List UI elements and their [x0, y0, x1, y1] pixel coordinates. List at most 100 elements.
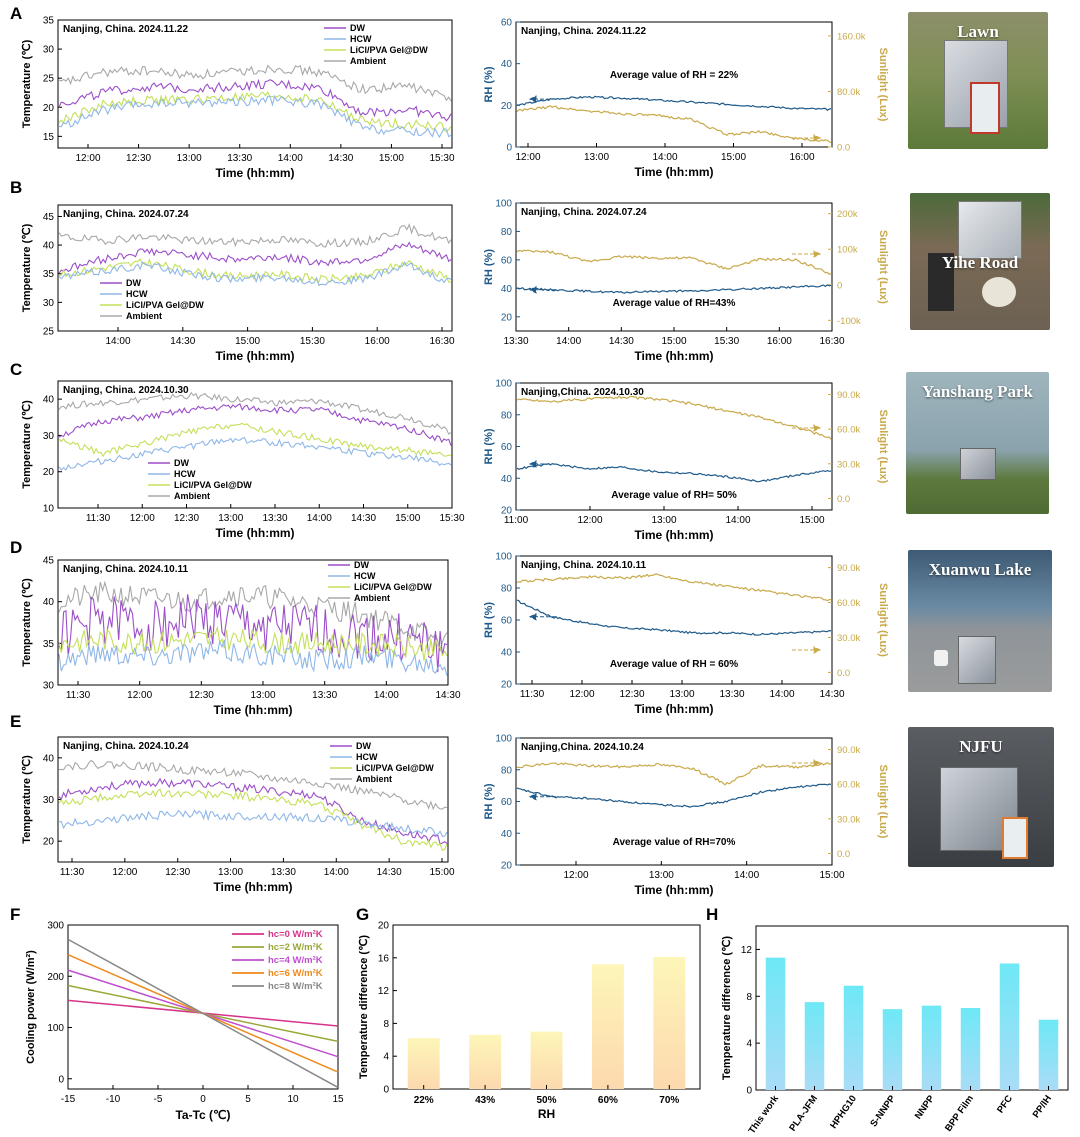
D-temp-line-ambient: [58, 580, 448, 651]
photo-label-yanshang-park: Yanshang Park: [921, 382, 1033, 401]
G-ytick-label: 0: [383, 1085, 389, 1096]
C-rh-ytick-label: 20: [501, 506, 513, 517]
F-xtick-label: 10: [287, 1094, 299, 1105]
C-rh-xtick-label: 12:00: [577, 515, 602, 526]
H-bar: [921, 1005, 942, 1090]
A-rh-y2tick-label: 80.0k: [837, 87, 860, 98]
C-rh-rh-arrow: [528, 460, 556, 468]
A-rh-y2label: Sunlight (Lux): [877, 48, 889, 122]
C-rh-ytick-label: 60: [501, 442, 513, 453]
B-rh-xtick-label: 16:00: [767, 336, 792, 347]
G-group: 0 4 8 12 16 20 22% 43% 50% 60% 70% RH Temperature di…: [358, 921, 701, 1121]
njfu-photo: NJFU: [908, 727, 1054, 867]
E-rh-xtick-label: 13:00: [649, 870, 674, 881]
C-temp-xtick-label: 15:30: [439, 513, 464, 524]
E-rh-y2tick-label: 90.0k: [837, 745, 860, 756]
photo-label-xuanwu-lake: Xuanwu Lake: [928, 560, 1032, 579]
B-temp-legend-entry: DW: [126, 278, 141, 288]
E-rh-ytick-label: 100: [495, 734, 512, 745]
H-xtick-label: BPP Film: [943, 1093, 976, 1133]
C-rh-ytick-label: 80: [501, 410, 513, 421]
A-temp-frame: [57, 19, 453, 149]
C-temp-title: Nanjing, China. 2024.10.30: [63, 385, 189, 396]
D-temp-ytick-label: 35: [43, 639, 55, 650]
G-ylabel: Temperature difference (℃): [358, 935, 370, 1080]
E-temp-ylabel: Temperature (℃): [21, 755, 33, 844]
G-bar: [591, 964, 624, 1089]
D-temp-ytick-label: 40: [43, 597, 55, 608]
F-legend-entry: hc=0 W/m²K: [268, 929, 323, 940]
C-temp-xtick-label: 11:30: [86, 513, 111, 524]
E-rh-xlabel: Time (hh:mm): [634, 883, 713, 897]
C-rh-ytick-label: 40: [501, 474, 513, 485]
G-ytick-label: 16: [378, 953, 390, 964]
A-temp-xtick-label: 15:30: [429, 153, 454, 164]
B-temp-ylabel: Temperature (℃): [21, 223, 33, 312]
B-rh-xtick-label: 14:00: [556, 336, 581, 347]
H-ytick-label: 12: [741, 945, 753, 956]
A-temp-line-ambient: [58, 64, 452, 102]
D-rh-xtick-label: 14:00: [769, 689, 794, 700]
D-rh-xtick-label: 12:30: [619, 689, 644, 700]
E-rh-y2tick-label: 30.0k: [837, 814, 860, 825]
A-temp-xtick-label: 14:30: [328, 153, 353, 164]
B-temp-ytick-label: 40: [43, 241, 55, 252]
A-temp-title: Nanjing, China. 2024.11.22: [63, 24, 188, 35]
lawn-photo: Lawn: [908, 12, 1048, 149]
C-temp-legend-entry: DW: [174, 458, 189, 468]
F-xtick-label: -15: [61, 1094, 76, 1105]
C-rh-xtick-label: 14:00: [725, 515, 750, 526]
E-rh-xtick-label: 15:00: [819, 870, 844, 881]
C-temp-ytick-label: 20: [43, 467, 55, 478]
A-rh-xtick-label: 12:00: [515, 152, 540, 163]
H-frame: [755, 925, 1069, 1091]
D-temp-line-hcw: [58, 639, 448, 676]
B-rh-frame: [515, 202, 833, 332]
C-rh-title: Nanjing,China. 2024.10.30: [521, 387, 644, 398]
A-temp-legend-entry: DW: [350, 23, 365, 33]
F-group: -15 -10 -5 0 5 10 15 0 100 200 300 Ta-Tc (℃) Cooling…: [25, 921, 344, 1123]
A-rh-xtick-label: 14:00: [652, 152, 677, 163]
B-temp-xtick-label: 16:30: [429, 336, 454, 347]
E-temp-xtick-label: 13:00: [218, 867, 243, 878]
G-xtick-label: 22%: [414, 1095, 434, 1106]
D-rh-ytick-label: 80: [501, 584, 513, 595]
A-temp-xtick-label: 14:00: [278, 153, 303, 164]
C-temp-legend-entry: Ambient: [174, 491, 210, 501]
H-bar: [804, 1002, 825, 1090]
A-temp-line-dw: [58, 78, 452, 122]
H-bar: [1038, 1019, 1059, 1090]
C-temp-xtick-label: 12:00: [130, 513, 155, 524]
A-temp-ytick-label: 25: [43, 74, 55, 85]
A-temp-legend-entry: HCW: [350, 34, 372, 44]
C-temp-ytick-label: 30: [43, 431, 55, 442]
H-xtick-label: PP/IH: [1031, 1093, 1054, 1120]
B-temp-group: 25 30 35 40 45 14:00 14:30 15:00 15:30 16:00 16:30…: [21, 204, 455, 363]
D-rh-line-rh: [516, 599, 832, 636]
B-rh-sun-arrow: [792, 250, 822, 258]
A-temp-ytick-label: 30: [43, 45, 55, 56]
C-rh-line-rh: [516, 462, 832, 483]
A-temp-legend-entry: Ambient: [350, 56, 386, 66]
C-temp-xlabel: Time (hh:mm): [215, 526, 294, 540]
A-rh-xlabel: Time (hh:mm): [634, 165, 713, 179]
B-temp-frame: [57, 204, 453, 332]
G-xtick-label: 70%: [659, 1095, 679, 1106]
E-temp-xtick-label: 12:30: [165, 867, 190, 878]
A-rh-ytick-label: 60: [501, 18, 513, 29]
E-temp-legend-entry: HCW: [356, 752, 378, 762]
D-rh-ytick-label: 40: [501, 648, 513, 659]
B-rh-line-sunlight: [516, 249, 832, 275]
A-temp-ytick-label: 35: [43, 16, 55, 27]
B-temp-ytick-label: 25: [43, 327, 55, 338]
D-temp-xlabel: Time (hh:mm): [213, 703, 292, 717]
panel-label-h: H: [706, 905, 719, 924]
B-rh-y2label: Sunlight (Lux): [877, 230, 889, 304]
B-rh-xtick-label: 13:30: [503, 336, 528, 347]
B-temp-xlabel: Time (hh:mm): [215, 349, 294, 363]
C-temp-legend-entry: LiCl/PVA Gel@DW: [174, 480, 252, 490]
A-rh-title: Nanjing, China. 2024.11.22: [521, 26, 646, 37]
F-legend-entry: hc=2 W/m²K: [268, 942, 323, 953]
E-rh-ytick-label: 40: [501, 829, 513, 840]
yanshang-park-photo: Yanshang Park: [906, 372, 1049, 514]
